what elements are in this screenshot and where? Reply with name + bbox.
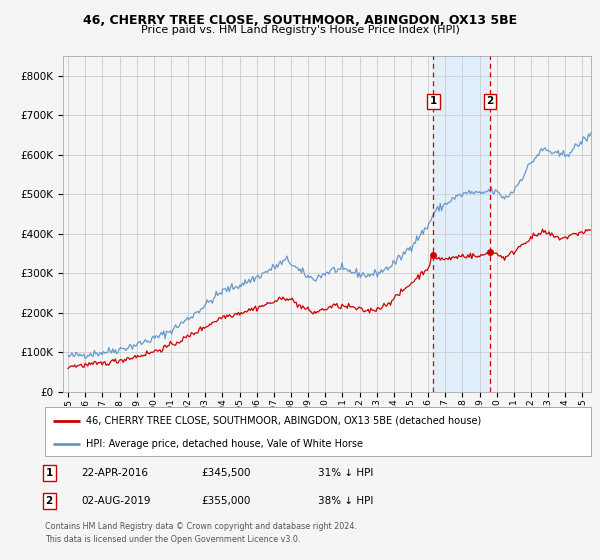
Text: HPI: Average price, detached house, Vale of White Horse: HPI: Average price, detached house, Vale… [86,439,363,449]
Text: £345,500: £345,500 [201,468,251,478]
Text: 22-APR-2016: 22-APR-2016 [81,468,148,478]
Text: Contains HM Land Registry data © Crown copyright and database right 2024.: Contains HM Land Registry data © Crown c… [45,522,357,531]
Text: This data is licensed under the Open Government Licence v3.0.: This data is licensed under the Open Gov… [45,535,301,544]
Text: 1: 1 [430,96,437,106]
Text: 1: 1 [46,468,53,478]
Text: £355,000: £355,000 [201,496,250,506]
Text: 2: 2 [46,496,53,506]
Text: 31% ↓ HPI: 31% ↓ HPI [318,468,373,478]
Text: 2: 2 [486,96,493,106]
Text: 46, CHERRY TREE CLOSE, SOUTHMOOR, ABINGDON, OX13 5BE (detached house): 46, CHERRY TREE CLOSE, SOUTHMOOR, ABINGD… [86,416,481,426]
Text: 02-AUG-2019: 02-AUG-2019 [81,496,151,506]
Text: Price paid vs. HM Land Registry's House Price Index (HPI): Price paid vs. HM Land Registry's House … [140,25,460,35]
Text: 46, CHERRY TREE CLOSE, SOUTHMOOR, ABINGDON, OX13 5BE: 46, CHERRY TREE CLOSE, SOUTHMOOR, ABINGD… [83,14,517,27]
Text: 38% ↓ HPI: 38% ↓ HPI [318,496,373,506]
Bar [433,56,490,392]
